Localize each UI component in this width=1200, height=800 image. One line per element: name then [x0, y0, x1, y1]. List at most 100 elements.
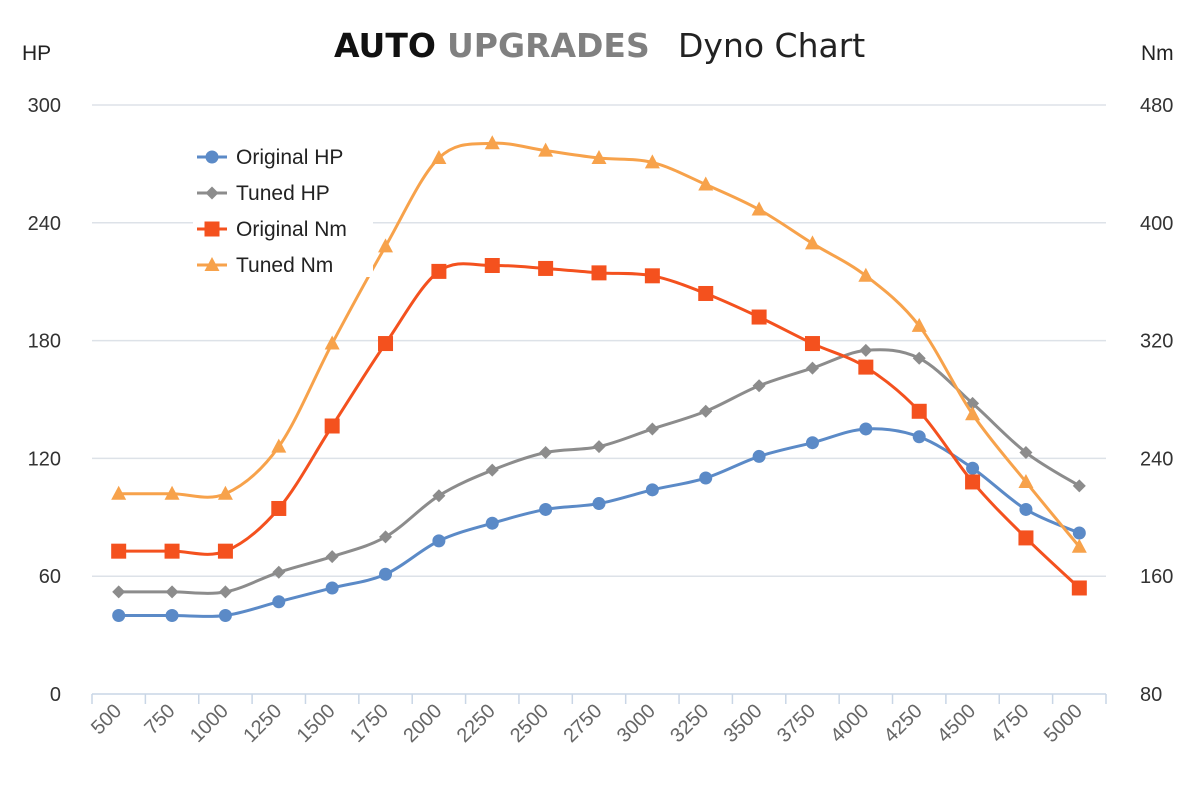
data-point — [645, 422, 659, 436]
data-point — [218, 608, 232, 622]
x-tick-label: 2000 — [399, 700, 446, 747]
data-point — [112, 585, 126, 599]
data-point — [698, 285, 714, 301]
x-tick-label: 1500 — [293, 700, 340, 747]
data-point — [165, 585, 179, 599]
data-point — [1071, 580, 1087, 596]
data-point — [539, 446, 553, 460]
data-point — [591, 265, 607, 281]
data-point — [644, 268, 660, 284]
data-point — [912, 351, 926, 365]
series-line — [118, 348, 1081, 595]
data-point — [485, 516, 499, 530]
data-point — [752, 379, 766, 393]
data-point — [539, 502, 553, 516]
y-axis-right-title: Nm — [1141, 42, 1174, 65]
data-point — [431, 263, 447, 279]
data-point — [484, 258, 500, 274]
data-point — [1072, 479, 1086, 493]
series-original-nm — [111, 258, 1087, 596]
data-point — [538, 260, 554, 276]
data-point — [858, 267, 874, 282]
data-point — [111, 485, 127, 500]
data-point — [966, 461, 980, 475]
x-tick-label: 4750 — [986, 700, 1033, 747]
x-tick-label: 1000 — [186, 700, 233, 747]
data-point — [272, 565, 286, 579]
data-point — [432, 489, 446, 503]
series-line — [118, 262, 1081, 590]
data-point — [645, 483, 659, 497]
y-left-tick-label: 300 — [28, 95, 61, 117]
x-tick-label: 3750 — [773, 700, 820, 747]
data-point — [378, 238, 394, 253]
x-tick-label: 1250 — [239, 700, 286, 747]
chart-title: Dyno Chart — [678, 26, 865, 65]
data-point — [965, 474, 981, 490]
y-left-tick-label: 0 — [50, 684, 61, 706]
series-original-hp — [112, 422, 1086, 622]
legend-item-tuned-hp: Tuned HP — [197, 182, 330, 205]
data-point — [271, 438, 287, 453]
legend-label: Original Nm — [236, 218, 347, 241]
data-point — [591, 150, 607, 165]
y-left-tick-label: 60 — [39, 566, 61, 588]
data-point — [379, 530, 393, 544]
data-point — [1071, 538, 1087, 553]
data-point — [164, 485, 180, 500]
series-line — [118, 427, 1080, 618]
x-tick-label: 750 — [140, 700, 179, 739]
chart-title-brand-upgrades: UPGRADES — [447, 26, 650, 65]
data-point — [324, 418, 340, 434]
y-right-tick-label: 80 — [1140, 684, 1162, 706]
data-point — [1018, 473, 1034, 488]
x-tick-label: 2250 — [453, 700, 500, 747]
data-point — [484, 135, 500, 150]
data-point — [217, 543, 233, 559]
data-point — [538, 142, 554, 157]
data-point — [698, 176, 714, 191]
x-tick-label: 3500 — [720, 700, 767, 747]
legend-marker — [204, 257, 220, 271]
data-point — [164, 543, 180, 559]
data-point — [699, 471, 713, 485]
data-point — [859, 343, 873, 357]
y-right-tick-label: 160 — [1140, 566, 1173, 588]
data-point — [911, 403, 927, 419]
data-point — [644, 154, 660, 169]
x-tick-label: 4500 — [933, 700, 980, 747]
data-point — [432, 534, 446, 548]
y-left-tick-label: 120 — [28, 448, 61, 470]
chart-title-brand-auto: AUTO — [334, 26, 436, 65]
y-right-tick-label: 400 — [1140, 213, 1173, 235]
legend-item-original-hp: Original HP — [197, 146, 343, 169]
data-point — [699, 404, 713, 418]
data-point — [804, 235, 820, 250]
data-point — [112, 608, 126, 622]
x-tick-label: 2500 — [506, 700, 553, 747]
data-point — [752, 449, 766, 463]
legend: Original HP Tuned HP Original Nm Tuned Nm — [193, 137, 373, 277]
legend-label: Tuned HP — [236, 182, 330, 205]
y-left-tick-label: 180 — [28, 331, 61, 353]
legend-label: Tuned Nm — [236, 254, 333, 277]
data-point — [325, 581, 339, 595]
data-point — [1019, 502, 1033, 516]
data-point — [804, 336, 820, 352]
data-point — [485, 463, 499, 477]
x-tick-label: 500 — [87, 700, 126, 739]
y-axis-left-title: HP — [22, 42, 51, 65]
data-point — [271, 500, 287, 516]
data-point — [751, 309, 767, 325]
data-point — [325, 550, 339, 564]
data-point — [1018, 530, 1034, 546]
legend-label: Original HP — [236, 146, 343, 169]
y-left-tick-label: 240 — [28, 213, 61, 235]
x-tick-label: 2750 — [560, 700, 607, 747]
legend-marker — [205, 150, 219, 164]
data-point — [272, 595, 286, 609]
data-point — [911, 317, 927, 332]
data-point — [165, 608, 179, 622]
data-point — [217, 485, 233, 500]
